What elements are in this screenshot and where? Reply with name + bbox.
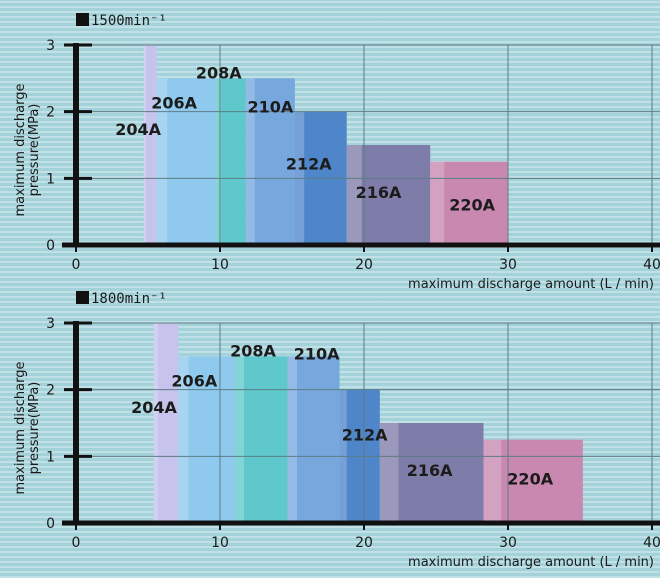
bar-highlight [379, 423, 399, 523]
bar-highlight [346, 145, 362, 245]
bar-label-204A: 204A [131, 398, 177, 417]
bar-220A [483, 439, 583, 523]
chart-title: 1500min⁻¹ [91, 13, 167, 29]
bar-highlight [245, 78, 255, 245]
y-tick-label: 2 [46, 383, 55, 399]
bar-highlight [143, 45, 147, 245]
bar-label-212A: 212A [286, 155, 332, 174]
bar-label-220A: 220A [507, 470, 553, 489]
bar-216A [346, 145, 431, 245]
x-tick-label: 20 [355, 535, 373, 551]
y-axis-label-line-2: pressure(MPa) [27, 104, 42, 197]
bar-204A [153, 323, 179, 523]
bar-highlight [178, 356, 189, 523]
y-tick-label: 0 [46, 238, 55, 254]
bar-highlight [287, 356, 298, 523]
x-tick-label: 40 [643, 535, 660, 551]
bar-label-216A: 216A [356, 183, 402, 202]
bar-label-216A: 216A [407, 461, 453, 480]
bar-label-212A: 212A [342, 426, 388, 445]
bar-206A [178, 356, 235, 523]
y-axis-label-line-1: maximum discharge [13, 362, 28, 495]
y-tick-label: 3 [46, 38, 55, 54]
x-tick-label: 30 [499, 535, 517, 551]
x-tick-label: 10 [211, 535, 229, 551]
bar-208A [234, 356, 288, 523]
bar-label-210A: 210A [248, 97, 294, 116]
bar-210A [287, 356, 340, 523]
x-tick-label: 0 [72, 535, 81, 551]
bar-label-208A: 208A [230, 341, 276, 360]
bar-208A [215, 78, 246, 245]
bar-216A [379, 423, 484, 523]
y-tick-label: 2 [46, 105, 55, 121]
title-square-icon [76, 13, 89, 26]
y-tick-label: 1 [46, 449, 55, 465]
bar-highlight [156, 78, 168, 245]
y-axis-label: maximum dischargepressure(MPa) [13, 362, 42, 495]
title-square-icon [76, 291, 89, 304]
x-axis-label: maximum discharge amount (L / min) [408, 277, 654, 292]
y-tick-label: 3 [46, 316, 55, 332]
x-tick-label: 10 [211, 257, 229, 273]
bar-220A [430, 161, 508, 245]
bar-highlight [430, 161, 445, 245]
x-axis-label: maximum discharge amount (L / min) [408, 555, 654, 570]
chart-title: 1800min⁻¹ [91, 291, 167, 307]
bar-206A [156, 78, 216, 245]
bar-highlight [153, 323, 159, 523]
bar-label-210A: 210A [294, 344, 340, 363]
bar-highlight [234, 356, 244, 523]
bar-204A [143, 45, 157, 245]
bar-label-206A: 206A [151, 93, 197, 112]
x-tick-label: 20 [355, 257, 373, 273]
x-tick-label: 0 [72, 257, 81, 273]
bar-label-206A: 206A [171, 371, 217, 390]
x-tick-label: 40 [643, 257, 660, 273]
bar-highlight [215, 78, 222, 245]
y-axis-label: maximum dischargepressure(MPa) [13, 84, 42, 217]
y-axis-label-line-1: maximum discharge [13, 84, 28, 217]
bar-highlight [483, 439, 502, 523]
y-axis-label-line-2: pressure(MPa) [27, 382, 42, 475]
bar-210A [245, 78, 295, 245]
y-tick-label: 1 [46, 171, 55, 187]
x-tick-label: 30 [499, 257, 517, 273]
y-tick-label: 0 [46, 516, 55, 532]
bar-label-220A: 220A [449, 196, 495, 215]
bar-label-204A: 204A [115, 120, 161, 139]
bar-label-208A: 208A [196, 63, 242, 82]
